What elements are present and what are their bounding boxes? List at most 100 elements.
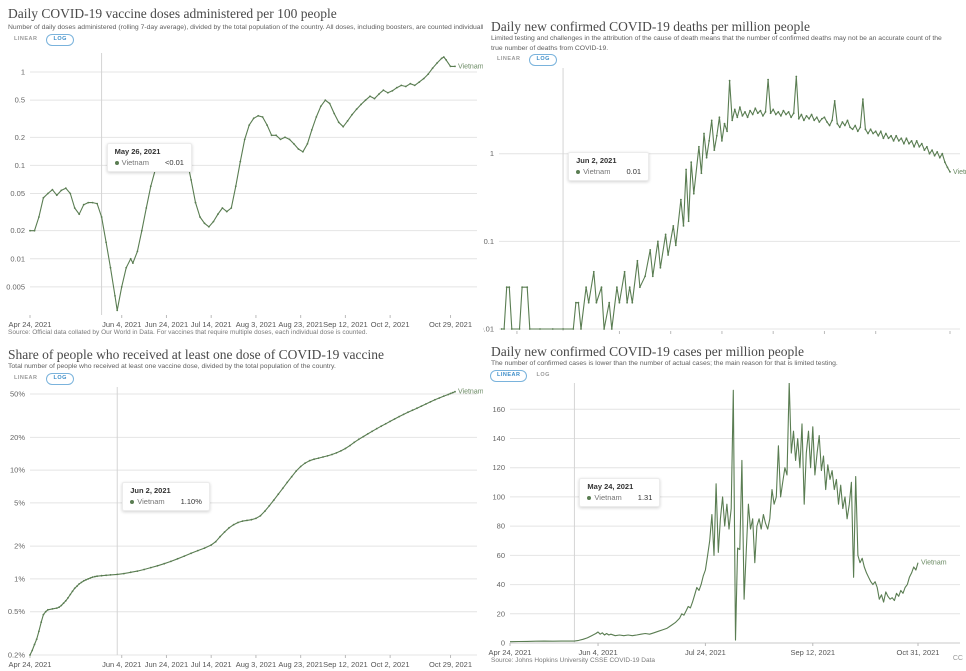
chart-canvas[interactable]: 50%20%10%5%2%1%0.5%0.2%Apr 24, 2021 Jun 4… — [0, 387, 483, 671]
svg-text:Vietnam: Vietnam — [458, 63, 483, 70]
svg-text:1: 1 — [490, 149, 494, 158]
svg-text:100: 100 — [492, 492, 505, 501]
svg-text:140: 140 — [492, 434, 505, 443]
chart-title: Daily COVID-19 vaccine doses administere… — [8, 6, 337, 21]
svg-text:10%: 10% — [10, 466, 25, 475]
plot-area: 160 140 120 100 80 60 40 20 0 Apr 24, 2021 Jun 4, … — [483, 383, 966, 659]
plot-area: 50% 20% 10% 5% 2% 1% 0.5% 0.2% Apr 24, 2021 Jun 4… — [0, 387, 483, 671]
svg-text:Jul 24, 2021: Jul 24, 2021 — [685, 648, 726, 657]
chart-title: Daily new confirmed COVID-19 deaths per … — [491, 19, 811, 34]
svg-text:Oct 31, 2021: Oct 31, 2021 — [897, 648, 940, 657]
svg-text:0.1: 0.1 — [484, 237, 494, 246]
svg-text:Jul 14, 2021: Jul 14, 2021 — [191, 320, 232, 329]
svg-text:0.1: 0.1 — [15, 161, 25, 170]
hover-tooltip: Jun 2, 2021 Vietnam 1.10% — [122, 482, 210, 511]
tooltip-value: <0.01 — [164, 158, 184, 167]
chart-card-cases-per-million: Daily new confirmed COVID-19 cases per m… — [483, 337, 966, 665]
tooltip-date: Jun 2, 2021 — [576, 156, 617, 165]
svg-text:Sep 12, 2021: Sep 12, 2021 — [323, 320, 368, 329]
svg-text:Oct 2, 2021: Oct 2, 2021 — [371, 320, 410, 329]
log-toggle-button[interactable]: LOG — [46, 34, 74, 46]
tooltip-value: 1.31 — [637, 493, 653, 502]
plot-area: 1 0.5 0.2 0.1 0.05 0.02 0.01 0.005 Apr 24, 2021 J… — [0, 53, 483, 331]
tooltip-entity: Vietnam — [121, 158, 149, 167]
series-dot-icon — [114, 160, 119, 165]
svg-text:2%: 2% — [14, 542, 25, 551]
svg-text:Jun 4, 2021: Jun 4, 2021 — [578, 648, 617, 657]
svg-text:0.02: 0.02 — [10, 226, 25, 235]
svg-text:20: 20 — [497, 609, 505, 618]
tooltip-date: Jun 2, 2021 — [130, 486, 171, 495]
cc-license-label[interactable]: CC — [952, 655, 963, 662]
linear-toggle-button[interactable]: LINEAR — [490, 370, 528, 382]
svg-text:1: 1 — [21, 68, 25, 77]
svg-text:160: 160 — [492, 405, 505, 414]
svg-text:120: 120 — [492, 463, 505, 472]
log-toggle-button[interactable]: LOG — [529, 54, 557, 66]
svg-text:5%: 5% — [14, 498, 25, 507]
chart-card-share-one-dose: Share of people who received at least on… — [0, 337, 483, 669]
source-note: Source: Johns Hopkins University CSSE CO… — [491, 657, 656, 664]
svg-text:0: 0 — [501, 639, 505, 648]
svg-text:Vietnam: Vietnam — [953, 169, 966, 176]
svg-text:0.2: 0.2 — [15, 133, 25, 142]
tooltip-entity: Vietnam — [583, 167, 611, 176]
tooltip-date: May 24, 2021 — [587, 482, 634, 491]
svg-text:Aug 3, 2021: Aug 3, 2021 — [236, 320, 276, 329]
svg-text:20%: 20% — [10, 433, 25, 442]
scale-toggle: LINEAR LOG — [490, 370, 557, 382]
linear-toggle-button[interactable]: LINEAR — [490, 54, 528, 66]
chart-subtitle: Number of daily doses administered (roll… — [8, 24, 489, 31]
svg-text:80: 80 — [497, 522, 505, 531]
hover-tooltip: Jun 2, 2021 Vietnam 0.01 — [568, 152, 650, 181]
hover-tooltip: May 26, 2021 Vietnam <0.01 — [106, 143, 192, 172]
tooltip-entity: Vietnam — [594, 493, 622, 502]
svg-text:Sep 12, 2021: Sep 12, 2021 — [790, 648, 835, 657]
svg-text:Aug 23, 2021: Aug 23, 2021 — [278, 320, 323, 329]
svg-text:Apr 24, 2021: Apr 24, 2021 — [9, 320, 52, 329]
svg-text:0.5: 0.5 — [15, 96, 25, 105]
svg-text:0.2%: 0.2% — [8, 651, 25, 660]
hover-tooltip: May 24, 2021 Vietnam 1.31 — [579, 478, 661, 507]
chart-subtitle: Limited testing and challenges in the at… — [491, 35, 942, 52]
svg-text:1%: 1% — [14, 574, 25, 583]
linear-toggle-button[interactable]: LINEAR — [7, 373, 45, 385]
log-toggle-button[interactable]: LOG — [46, 373, 74, 385]
chart-subtitle: The number of confirmed cases is lower t… — [491, 360, 838, 367]
tooltip-value: 1.10% — [180, 497, 202, 506]
source-note: Source: Official data collated by Our Wo… — [8, 329, 368, 336]
svg-text:40: 40 — [497, 580, 505, 589]
series-dot-icon — [130, 499, 135, 504]
svg-text:Apr 24, 2021: Apr 24, 2021 — [489, 648, 532, 657]
chart-title: Daily new confirmed COVID-19 cases per m… — [491, 344, 805, 359]
svg-text:Jun 24, 2021: Jun 24, 2021 — [145, 320, 188, 329]
chart-subtitle: Total number of people who received at l… — [8, 363, 336, 370]
svg-text:Oct 29, 2021: Oct 29, 2021 — [429, 320, 472, 329]
tooltip-value: 0.01 — [626, 167, 642, 176]
linear-toggle-button[interactable]: LINEAR — [7, 34, 45, 46]
series-dot-icon — [576, 169, 581, 174]
chart-card-vaccine-doses: Daily COVID-19 vaccine doses administere… — [0, 0, 489, 343]
svg-text:60: 60 — [497, 551, 505, 560]
log-toggle-button[interactable]: LOG — [529, 370, 557, 382]
chart-card-deaths-per-million: Daily new confirmed COVID-19 deaths per … — [483, 0, 966, 345]
series-dot-icon — [587, 495, 592, 500]
scale-toggle: LINEAR LOG — [7, 373, 74, 385]
scale-toggle: LINEAR LOG — [7, 34, 74, 46]
svg-text:Jun 4, 2021: Jun 4, 2021 — [102, 320, 141, 329]
svg-text:0.05: 0.05 — [10, 189, 25, 198]
chart-canvas[interactable]: 1 0.5 0.2 0.1 0.05 0.02 0.01 0.005 Apr 24, 2021 J… — [0, 53, 483, 331]
svg-text:Vietnam: Vietnam — [458, 389, 483, 396]
scale-toggle: LINEAR LOG — [490, 54, 557, 66]
svg-text:0.5%: 0.5% — [8, 607, 25, 616]
svg-text:0.005: 0.005 — [6, 282, 25, 291]
tooltip-date: May 26, 2021 — [114, 147, 161, 156]
chart-title: Share of people who received at least on… — [8, 347, 384, 362]
svg-text:Vietnam: Vietnam — [921, 560, 947, 567]
svg-text:0.01: 0.01 — [10, 254, 25, 263]
tooltip-entity: Vietnam — [137, 497, 165, 506]
svg-text:50%: 50% — [10, 390, 25, 399]
